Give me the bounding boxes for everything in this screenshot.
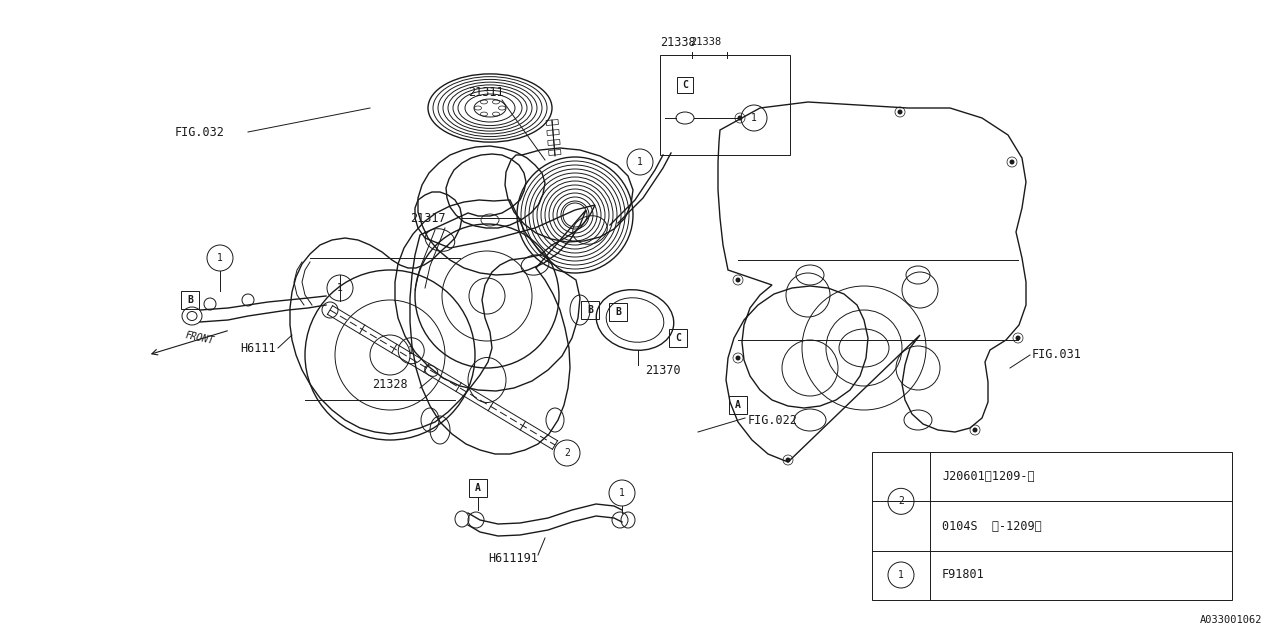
- Bar: [669, 329, 687, 347]
- Text: J20601（1209-）: J20601（1209-）: [942, 470, 1034, 483]
- Text: C: C: [675, 333, 681, 343]
- Text: 1: 1: [899, 570, 904, 580]
- Text: 1: 1: [218, 253, 223, 263]
- Text: FIG.022: FIG.022: [748, 413, 797, 426]
- Text: B: B: [588, 305, 593, 315]
- Text: A: A: [735, 400, 741, 410]
- Text: 2: 2: [564, 448, 570, 458]
- Text: F91801: F91801: [942, 568, 984, 582]
- Bar: [609, 303, 627, 321]
- Circle shape: [736, 278, 741, 282]
- Circle shape: [737, 115, 742, 120]
- Text: 21311: 21311: [468, 86, 503, 99]
- Text: A033001062: A033001062: [1199, 615, 1262, 625]
- Text: H6111: H6111: [241, 342, 275, 355]
- Bar: [872, 452, 1231, 600]
- Text: 21338: 21338: [660, 35, 695, 49]
- Text: 21338: 21338: [690, 37, 721, 47]
- Circle shape: [786, 458, 791, 463]
- Bar: [730, 396, 748, 414]
- Circle shape: [973, 428, 978, 433]
- Text: H611191: H611191: [488, 552, 538, 564]
- Bar: [468, 479, 486, 497]
- Text: FIG.032: FIG.032: [175, 125, 225, 138]
- Text: 21370: 21370: [645, 364, 681, 376]
- Text: 0104S  （-1209）: 0104S （-1209）: [942, 520, 1042, 532]
- Circle shape: [897, 109, 902, 115]
- Bar: [677, 77, 692, 93]
- Text: 2: 2: [899, 497, 904, 506]
- Text: 1: 1: [620, 488, 625, 498]
- Text: FRONT: FRONT: [184, 330, 215, 346]
- Circle shape: [1015, 335, 1020, 340]
- Bar: [660, 55, 790, 155]
- Text: 1: 1: [751, 113, 756, 123]
- Circle shape: [1010, 159, 1015, 164]
- Text: C: C: [682, 80, 687, 90]
- Text: B: B: [616, 307, 621, 317]
- Circle shape: [736, 355, 741, 360]
- Bar: [180, 291, 198, 309]
- Bar: [581, 301, 599, 319]
- Text: 1: 1: [408, 346, 415, 356]
- Text: 21328: 21328: [372, 378, 407, 392]
- Text: B: B: [187, 295, 193, 305]
- Text: 1: 1: [637, 157, 643, 167]
- Text: A: A: [475, 483, 481, 493]
- Text: 1: 1: [337, 283, 343, 293]
- Text: FIG.031: FIG.031: [1032, 349, 1082, 362]
- Text: 21317: 21317: [410, 211, 445, 225]
